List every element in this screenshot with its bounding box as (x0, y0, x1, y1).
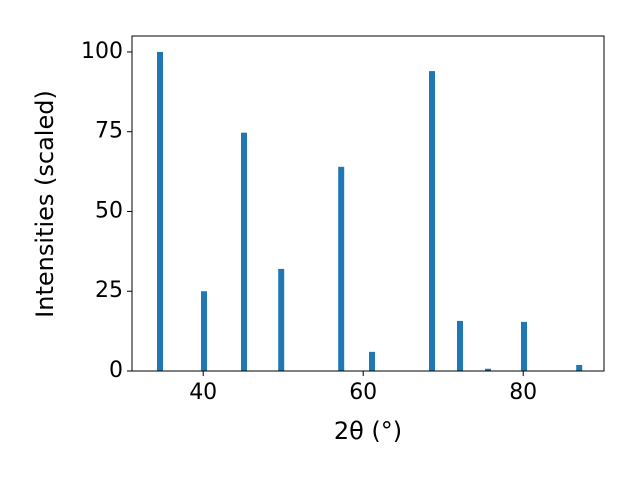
x-tick-label: 80 (509, 380, 537, 405)
y-tick-label: 0 (109, 358, 123, 383)
bar (521, 321, 527, 371)
bar (485, 368, 491, 371)
x-tick-label: 60 (349, 380, 377, 405)
bar (201, 291, 207, 371)
y-tick-label: 100 (81, 39, 123, 64)
x-tick-label: 40 (189, 380, 217, 405)
bar (457, 320, 463, 371)
y-tick-label: 25 (95, 278, 123, 303)
bar (338, 166, 345, 371)
y-tick-label: 50 (95, 198, 123, 223)
plot-frame (131, 35, 605, 372)
y-tick-label: 75 (95, 119, 123, 144)
bar (576, 364, 583, 371)
bar (241, 132, 247, 371)
bar (157, 51, 163, 371)
y-axis-label: Intensities (scaled) (31, 90, 59, 318)
bar (369, 351, 375, 371)
bar (429, 71, 435, 371)
x-axis-label: 2θ (°) (334, 417, 402, 445)
bar (278, 268, 285, 371)
